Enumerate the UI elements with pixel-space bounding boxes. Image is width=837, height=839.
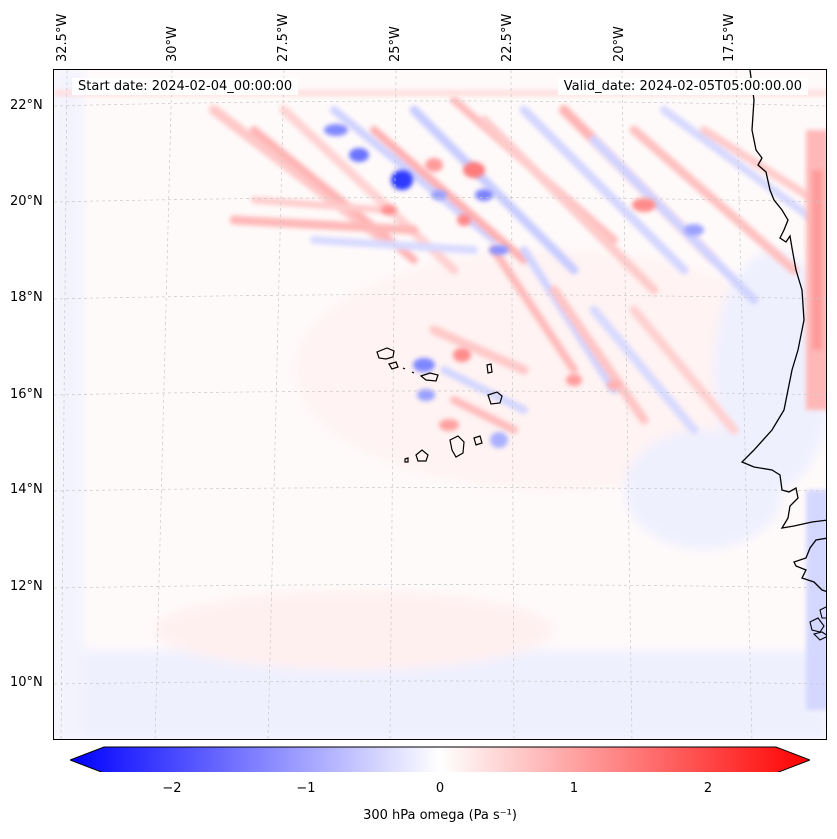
lat-label-12n: 12°N xyxy=(10,579,43,594)
lon-label-22-5w: 22.5°W xyxy=(500,13,515,62)
colorbar xyxy=(70,746,810,772)
lon-label-30w: 30°W xyxy=(165,26,180,62)
african-coastline xyxy=(740,70,826,593)
omega-field xyxy=(54,70,826,739)
colorbar-tick-minus-2: −2 xyxy=(162,781,182,796)
start-date-label: Start date: 2024-02-04_00:00:00 xyxy=(72,78,299,95)
cape-verde-islands xyxy=(376,347,503,463)
lon-label-27-5w: 27.5°W xyxy=(276,13,291,62)
valid-date-label: Valid_date: 2024-02-05T05:00:00.00 xyxy=(557,78,808,95)
graticule xyxy=(54,70,826,739)
lat-label-10n: 10°N xyxy=(10,675,43,690)
lat-label-16n: 16°N xyxy=(10,387,43,402)
colorbar-title: 300 hPa omega (Pa s⁻¹) xyxy=(363,808,517,823)
colorbar-tick-0: 0 xyxy=(435,781,445,796)
lon-label-20w: 20°W xyxy=(612,26,627,62)
lon-label-32-5w: 32.5°W xyxy=(55,13,70,62)
lat-label-18n: 18°N xyxy=(10,290,43,305)
lat-label-20n: 20°N xyxy=(10,194,43,209)
lat-label-22n: 22°N xyxy=(10,98,43,113)
lat-label-14n: 14°N xyxy=(10,482,43,497)
lon-label-25w: 25°W xyxy=(388,26,403,62)
colorbar-tick-2: 2 xyxy=(703,781,713,796)
colorbar-tick-minus-1: −1 xyxy=(296,781,316,796)
colorbar-tick-1: 1 xyxy=(569,781,579,796)
lon-label-17-5w: 17.5°W xyxy=(722,13,737,62)
map-panel: Start date: 2024-02-04_00:00:00 Valid_da… xyxy=(53,69,827,740)
